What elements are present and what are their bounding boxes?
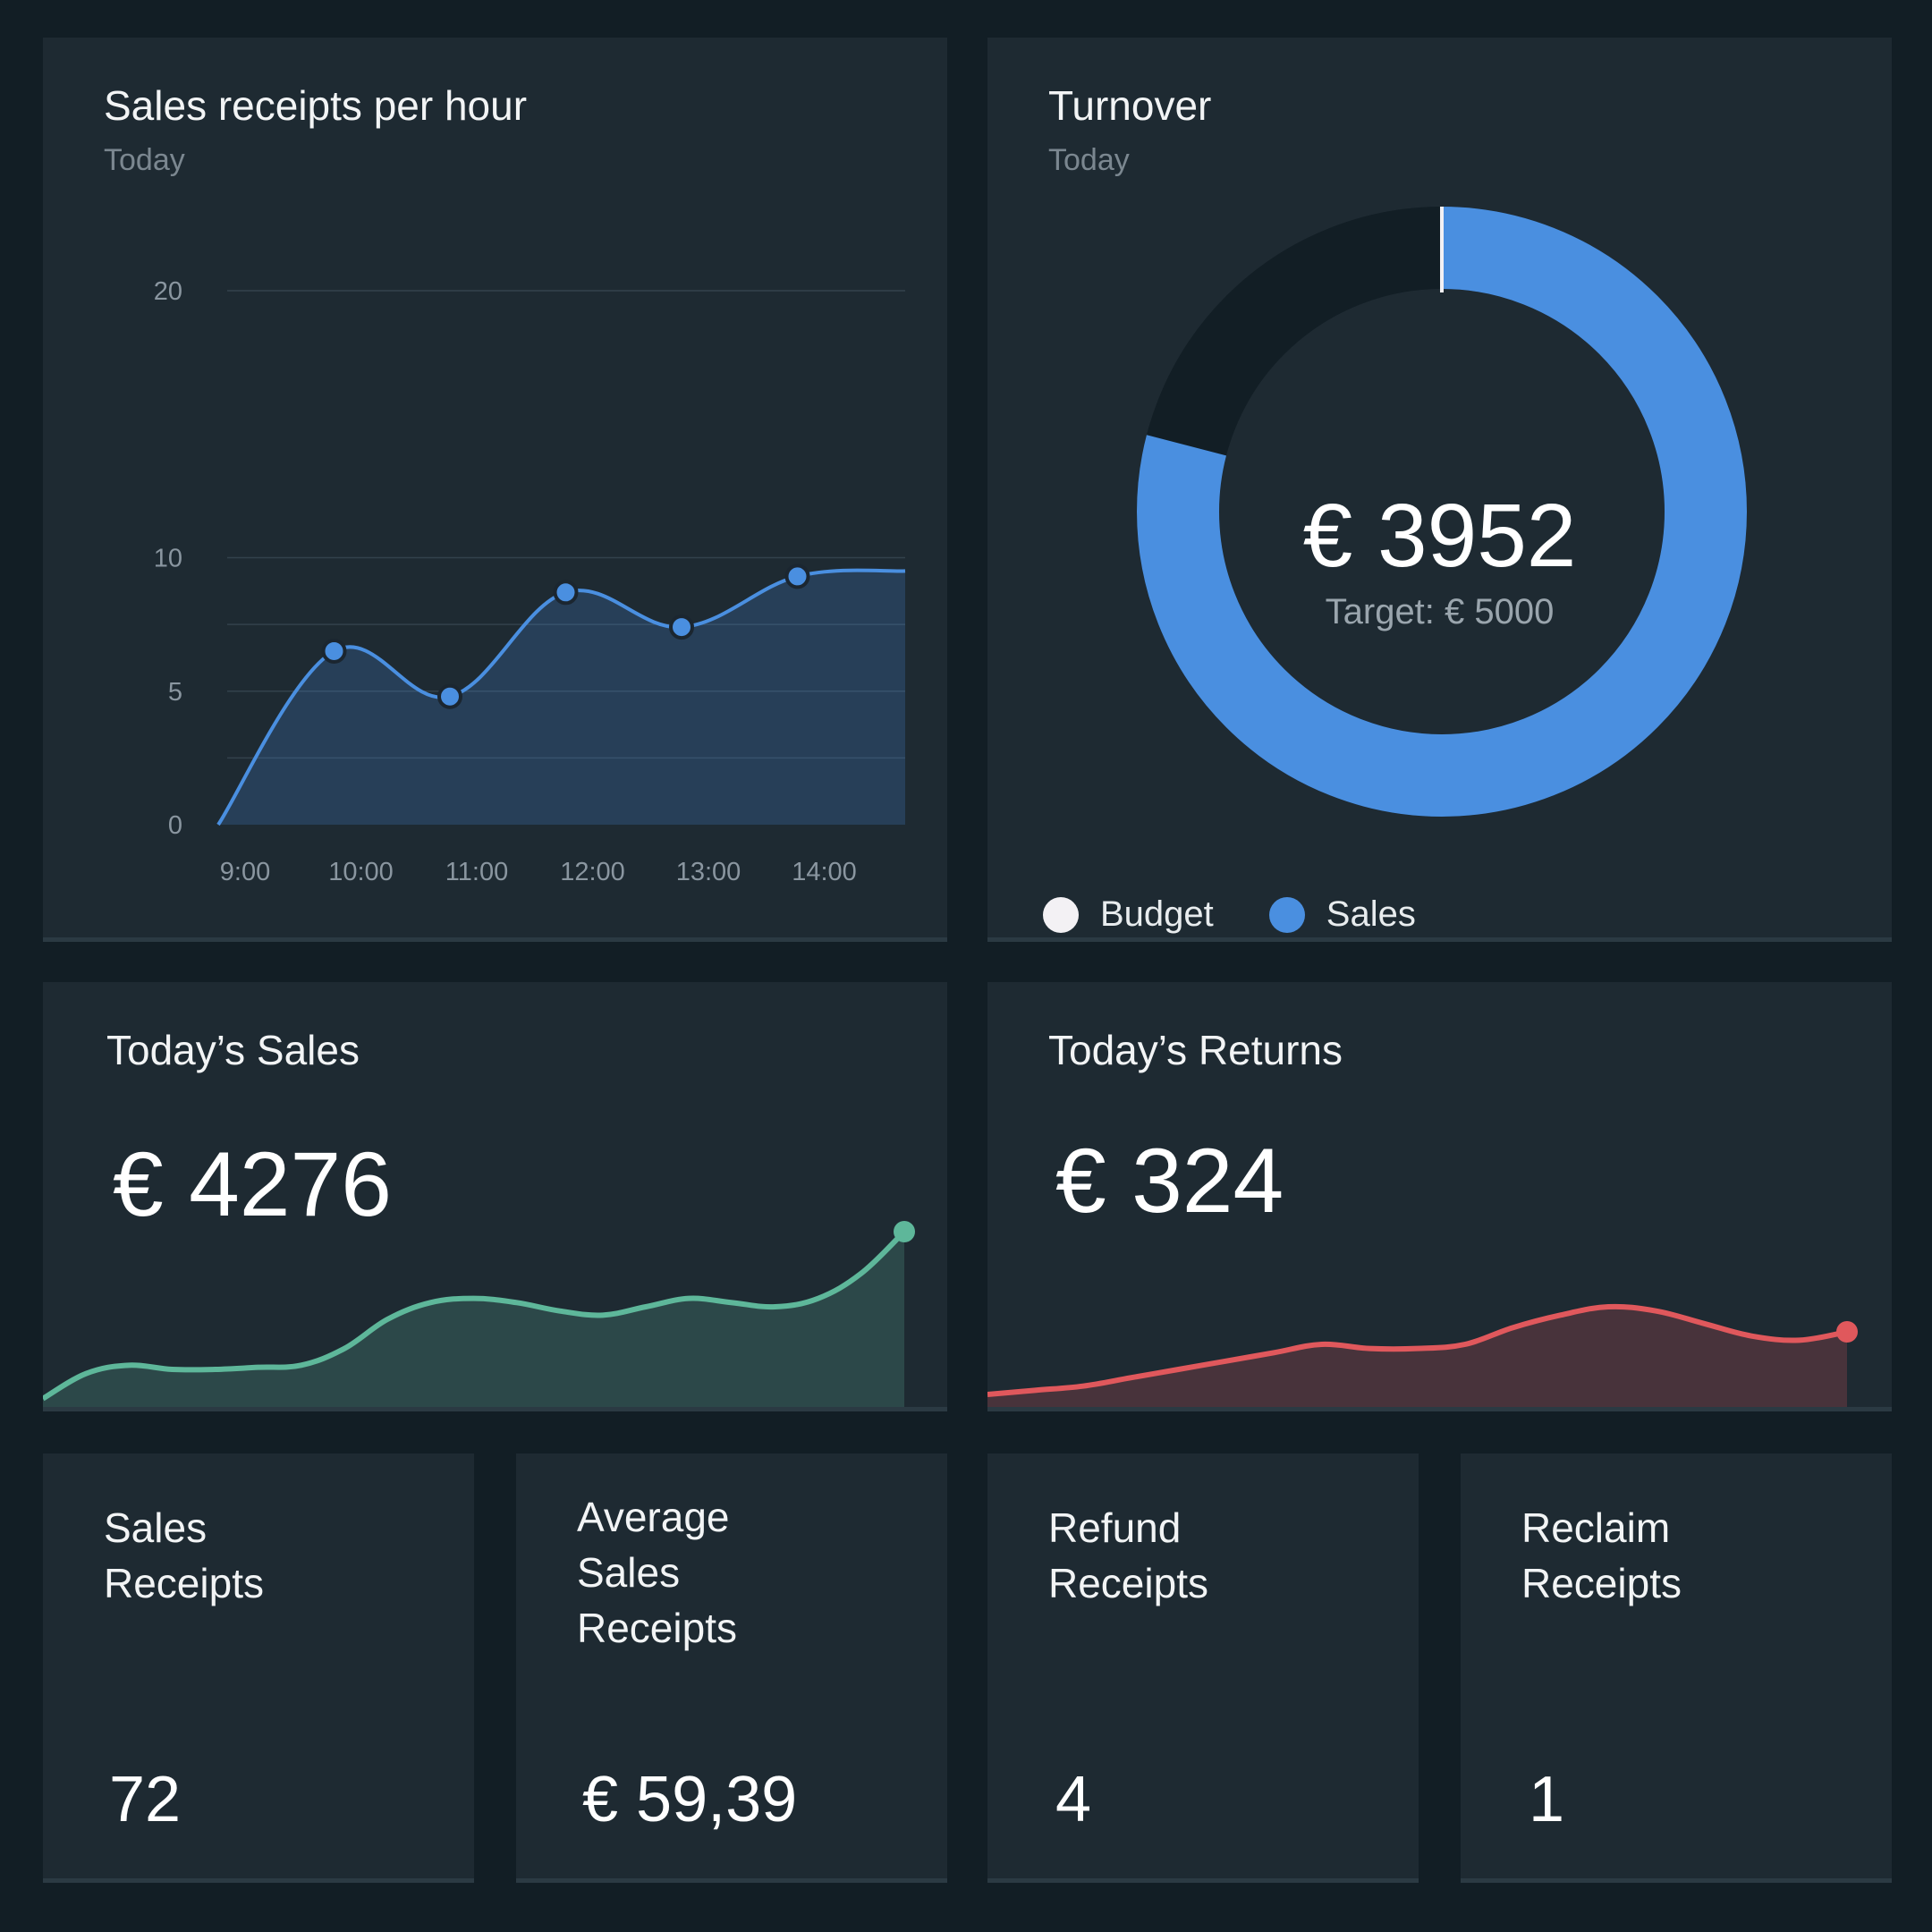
metric-value: € 59,39 [582, 1764, 798, 1835]
todays-sales-card: Today’s Sales € 4276 [43, 982, 947, 1411]
legend-item-budget: Budget [1043, 894, 1214, 935]
metric-title: Average Sales Receipts [577, 1494, 737, 1651]
sparkline-line [987, 1303, 1848, 1397]
legend-label: Sales [1326, 894, 1416, 934]
data-point [669, 614, 694, 640]
data-point [437, 683, 462, 709]
card-title: Sales receipts per hour [104, 82, 528, 129]
card-title: Today’s Sales [106, 1027, 360, 1073]
card-subtitle: Today [104, 143, 185, 177]
sparkline-line [43, 1229, 907, 1402]
todays-returns-card: Today’s Returns € 324 [987, 982, 1892, 1411]
metric-title: Sales Receipts [104, 1504, 264, 1606]
returns-sparkline [987, 1303, 1858, 1407]
data-point [553, 580, 579, 606]
sales-value: € 4276 [113, 1133, 392, 1235]
sparkline-area [987, 1306, 1847, 1407]
data-point [784, 564, 810, 589]
area-fill [218, 570, 905, 825]
receipts-line-chart: 0 5 10 20 9:00 10:00 11:00 12:00 13:00 14:00 [154, 277, 906, 886]
donut-legend: Budget Sales [1043, 894, 1471, 935]
y-tick-label: 0 [168, 811, 182, 840]
metric-card-sales-receipts: Sales Receipts 72 [43, 1453, 474, 1883]
data-point [321, 638, 347, 664]
turnover-target: Target: € 5000 [1325, 592, 1555, 631]
metric-card-reclaim-receipts: Reclaim Receipts 1 [1461, 1453, 1892, 1883]
sales-dot-icon [1268, 896, 1305, 933]
metric-title: Reclaim Receipts [1521, 1504, 1682, 1606]
y-tick-label: 20 [154, 277, 182, 306]
metric-value: 72 [109, 1764, 182, 1835]
sparkline-end-dot [1836, 1321, 1858, 1343]
metric-card-refund-receipts: Refund Receipts 4 [987, 1453, 1419, 1883]
card-title: Turnover [1048, 82, 1212, 129]
metric-value: 4 [1055, 1764, 1092, 1835]
sparkline-area [43, 1232, 904, 1407]
x-tick-label: 14:00 [792, 858, 857, 886]
metric-card-average-sales-receipts: Average Sales Receipts € 59,39 [516, 1453, 947, 1883]
turnover-card: Turnover Today € 3952 Target: € 5000 Bud… [987, 38, 1892, 942]
y-tick-label: 5 [168, 678, 182, 707]
metric-value: 1 [1529, 1764, 1565, 1835]
sparkline-end-dot [894, 1221, 915, 1242]
x-tick-label: 12:00 [560, 858, 625, 886]
x-tick-label: 13:00 [676, 858, 741, 886]
sales-sparkline [43, 1221, 915, 1407]
x-tick-label: 9:00 [220, 858, 270, 886]
budget-dot-icon [1043, 896, 1079, 933]
card-title: Today’s Returns [1048, 1027, 1343, 1073]
card-subtitle: Today [1048, 143, 1130, 177]
legend-item-sales: Sales [1268, 894, 1416, 935]
x-tick-label: 11:00 [445, 858, 508, 886]
sales-receipts-per-hour-card: Sales receipts per hour Today 0 5 10 20 9:00… [43, 38, 947, 942]
metric-title: Refund Receipts [1048, 1504, 1208, 1606]
turnover-donut-chart [1137, 207, 1747, 817]
y-tick-label: 10 [154, 545, 182, 573]
x-tick-label: 10:00 [328, 858, 394, 886]
legend-label: Budget [1100, 894, 1214, 934]
turnover-value: € 3952 [1302, 486, 1577, 586]
returns-value: € 324 [1055, 1130, 1284, 1232]
